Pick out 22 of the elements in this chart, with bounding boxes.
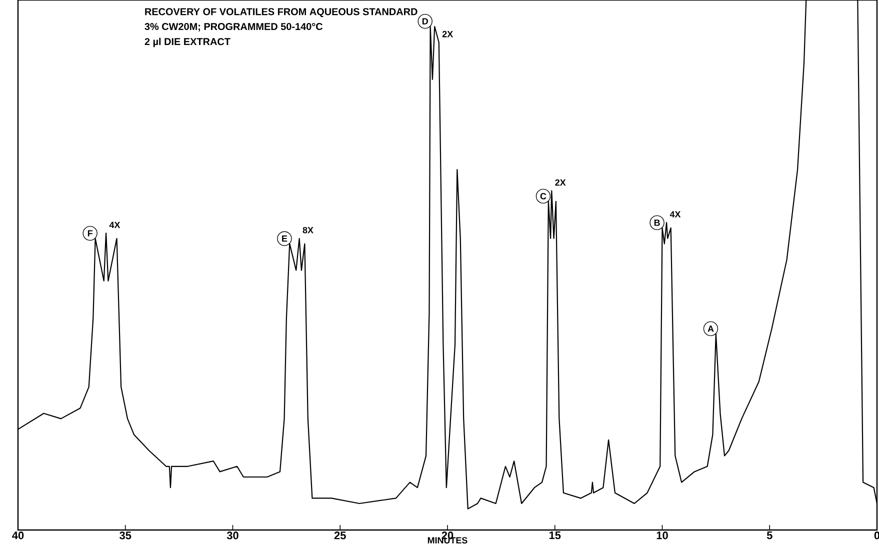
x-tick-label: 15 [549, 532, 561, 540]
x-axis-title: MINUTES [428, 537, 468, 544]
annotation: B [654, 220, 660, 226]
x-tick-label: 25 [334, 532, 346, 540]
annotation: F [88, 230, 93, 236]
x-tick-label: 30 [226, 532, 238, 540]
x-tick-label: 5 [766, 532, 772, 540]
annotation: 2X [555, 179, 566, 186]
annotation: 2X [442, 30, 453, 38]
x-tick-label: 35 [120, 532, 132, 540]
annotation: E [282, 236, 288, 242]
annotation: C [540, 193, 546, 200]
x-tick-label: 40 [12, 532, 24, 540]
text: 3% CW20M; PROGRAMMED 50-140°C [144, 22, 323, 32]
annotation: 8X [302, 226, 314, 234]
annotation: 4X [670, 211, 681, 218]
annotation: 2 µl DIE EXTRACT [144, 38, 230, 48]
annotation: 4X [109, 222, 120, 228]
annotation: A [708, 326, 714, 332]
text: RECOVERY OF VOLATILES FROM AQUEOUS STANDARD [145, 8, 418, 18]
annotation: D [422, 18, 428, 24]
x-tick-label: 10 [656, 532, 668, 540]
